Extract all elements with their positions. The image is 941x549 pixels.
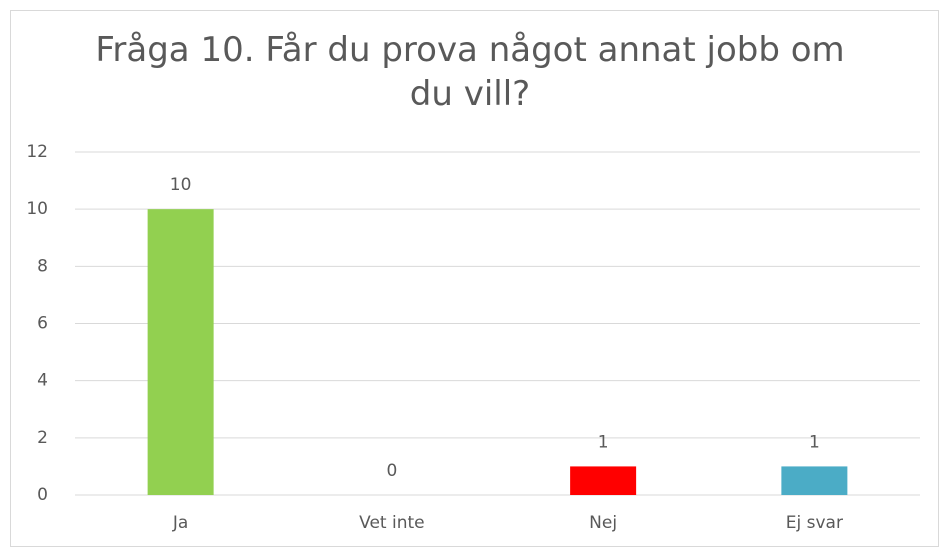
y-tick-label: 2 xyxy=(37,428,48,448)
y-tick-label: 4 xyxy=(37,371,48,391)
x-tick-label: Nej xyxy=(589,513,617,533)
bar xyxy=(781,466,848,495)
x-tick-label: Vet inte xyxy=(359,513,424,533)
data-label: 0 xyxy=(386,461,397,481)
bar xyxy=(147,209,214,495)
y-tick-label: 12 xyxy=(26,142,48,162)
x-tick-label: Ja xyxy=(172,513,188,533)
y-tick-label: 10 xyxy=(26,199,48,219)
bar xyxy=(570,466,637,495)
y-tick-label: 6 xyxy=(37,314,48,334)
y-tick-label: 0 xyxy=(37,485,48,505)
data-label: 1 xyxy=(809,432,820,452)
x-tick-label: Ej svar xyxy=(786,513,843,533)
data-label: 1 xyxy=(598,432,609,452)
y-tick-label: 8 xyxy=(37,256,48,276)
chart-frame xyxy=(10,10,939,547)
data-label: 10 xyxy=(170,175,192,195)
chart-title: Fråga 10. Får du prova något annat jobb … xyxy=(95,30,845,114)
